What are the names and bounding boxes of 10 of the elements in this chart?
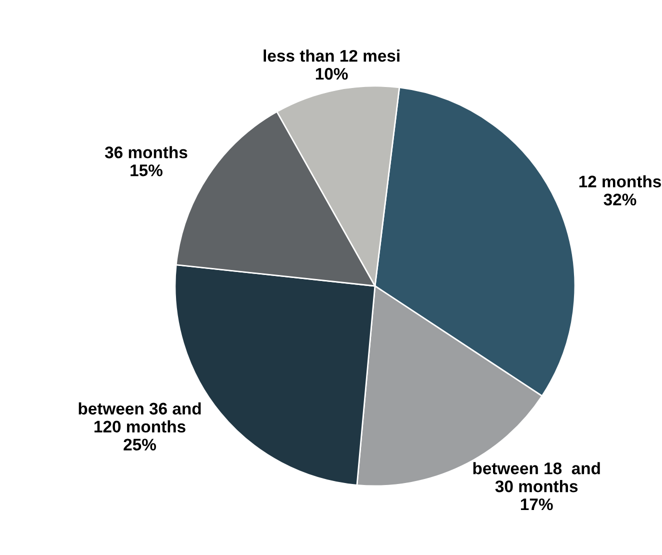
slice-label: between 18 and 30 months — [473, 462, 600, 492]
slice-label: 36 months — [104, 146, 188, 158]
slice-label: between 36 and 120 months — [78, 402, 201, 433]
data-label: 32% — [604, 194, 636, 206]
slice-label: less than 12 mesi — [264, 50, 400, 62]
data-label: 25% — [124, 438, 156, 450]
data-label: 15% — [130, 164, 162, 176]
slice-label: 12 months — [579, 175, 661, 188]
data-label: 17% — [520, 498, 553, 510]
data-label: 10% — [316, 68, 348, 80]
